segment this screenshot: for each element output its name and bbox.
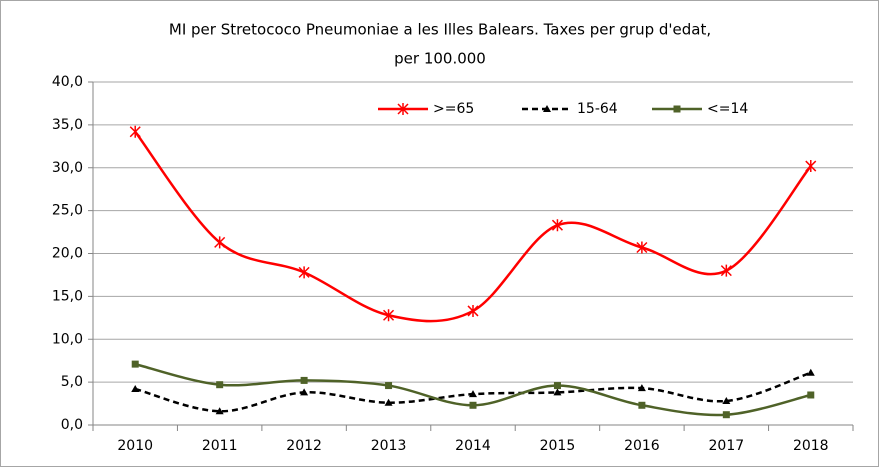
marker-shape	[397, 103, 409, 115]
marker	[469, 401, 477, 409]
marker	[214, 236, 226, 249]
marker	[673, 105, 681, 113]
marker-shape	[543, 105, 551, 112]
x-tick-label: 2015	[540, 438, 576, 454]
marker	[551, 219, 563, 232]
chart-title: per 100.000	[394, 50, 486, 68]
x-tick-label: 2017	[709, 438, 745, 454]
marker	[637, 384, 646, 392]
legend-label: 15-64	[577, 101, 618, 117]
x-tick-label: 2014	[455, 438, 491, 454]
x-tick-label: 2016	[624, 438, 660, 454]
marker-shape	[469, 401, 477, 409]
marker-shape	[722, 396, 731, 404]
marker	[384, 398, 393, 406]
marker-shape	[216, 381, 224, 389]
y-tick-label: 10,0	[52, 331, 83, 347]
marker-shape	[300, 376, 308, 384]
marker	[543, 105, 551, 112]
y-tick-label: 35,0	[52, 117, 83, 133]
marker	[131, 360, 139, 368]
y-tick-label: 0,0	[61, 417, 83, 433]
marker	[720, 264, 732, 277]
marker-shape	[300, 388, 309, 396]
marker	[300, 376, 308, 384]
marker-shape	[807, 391, 815, 399]
marker	[216, 381, 224, 389]
chart-title: MI per Stretococo Pneumoniae a les Illes…	[169, 21, 711, 39]
x-tick-label: 2012	[286, 438, 322, 454]
marker	[298, 266, 310, 279]
marker	[467, 304, 479, 317]
marker	[131, 384, 140, 392]
marker	[215, 407, 224, 415]
series-line	[134, 130, 812, 323]
marker	[636, 241, 648, 254]
marker-shape	[467, 304, 479, 317]
marker-shape	[215, 407, 224, 415]
marker-shape	[722, 411, 730, 419]
marker-shape	[298, 266, 310, 279]
marker	[807, 391, 815, 399]
marker	[638, 401, 646, 409]
marker	[385, 382, 393, 390]
marker	[397, 103, 409, 115]
marker-shape	[553, 388, 562, 396]
marker-shape	[129, 125, 141, 138]
marker	[300, 388, 309, 396]
x-tick-label: 2018	[793, 438, 829, 454]
y-tick-label: 40,0	[52, 74, 83, 90]
marker-shape	[636, 241, 648, 254]
marker-shape	[553, 382, 561, 390]
marker	[383, 309, 395, 322]
x-tick-label: 2011	[202, 438, 238, 454]
y-tick-label: 25,0	[52, 203, 83, 219]
marker-shape	[385, 382, 393, 390]
marker-shape	[637, 384, 646, 392]
legend-label: <=14	[707, 101, 748, 117]
x-tick-label: 2010	[117, 438, 153, 454]
marker	[805, 160, 817, 173]
marker	[553, 382, 561, 390]
y-tick-label: 15,0	[52, 288, 83, 304]
marker-shape	[806, 368, 815, 376]
marker	[469, 390, 477, 398]
marker-shape	[214, 236, 226, 249]
marker-shape	[551, 219, 563, 232]
legend-label: >=65	[433, 101, 474, 117]
marker-shape	[638, 401, 646, 409]
marker-shape	[673, 105, 681, 113]
marker-shape	[131, 360, 139, 368]
marker	[806, 368, 815, 376]
marker	[553, 388, 562, 396]
marker	[129, 125, 141, 138]
marker-shape	[805, 160, 817, 173]
marker-shape	[384, 398, 393, 406]
marker	[722, 396, 731, 404]
marker	[722, 411, 730, 419]
x-tick-label: 2013	[371, 438, 407, 454]
marker-shape	[469, 390, 477, 398]
y-tick-label: 20,0	[52, 246, 83, 262]
marker-shape	[383, 309, 395, 322]
y-tick-label: 30,0	[52, 160, 83, 176]
marker-shape	[720, 264, 732, 277]
y-tick-label: 5,0	[61, 374, 83, 390]
marker-shape	[131, 384, 140, 392]
